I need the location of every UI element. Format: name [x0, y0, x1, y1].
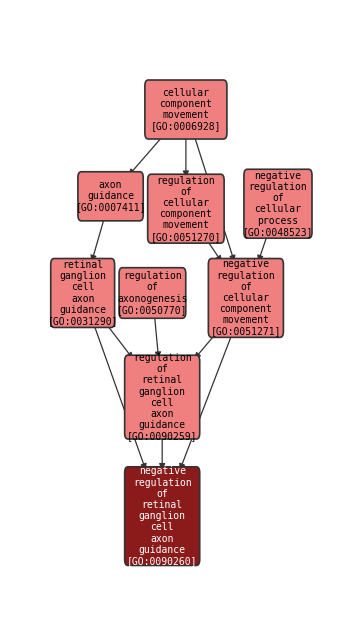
FancyBboxPatch shape — [125, 355, 200, 439]
FancyBboxPatch shape — [208, 258, 283, 337]
Text: retinal
ganglion
cell
axon
guidance
[GO:0031290]: retinal ganglion cell axon guidance [GO:… — [48, 260, 118, 326]
Text: axon
guidance
[GO:0007411]: axon guidance [GO:0007411] — [75, 180, 146, 213]
FancyBboxPatch shape — [125, 467, 200, 565]
Text: regulation
of
axonogenesis
[GO:0050770]: regulation of axonogenesis [GO:0050770] — [117, 271, 188, 315]
FancyBboxPatch shape — [244, 169, 312, 238]
Text: negative
regulation
of
cellular
process
[GO:0048523]: negative regulation of cellular process … — [243, 171, 313, 237]
Text: cellular
component
movement
[GO:0006928]: cellular component movement [GO:0006928] — [150, 88, 221, 131]
FancyBboxPatch shape — [51, 258, 114, 327]
FancyBboxPatch shape — [145, 80, 227, 139]
Text: regulation
of
cellular
component
movement
[GO:0051270]: regulation of cellular component movemen… — [150, 176, 221, 242]
FancyBboxPatch shape — [78, 172, 143, 221]
Text: negative
regulation
of
retinal
ganglion
cell
axon
guidance
[GO:0090260]: negative regulation of retinal ganglion … — [127, 466, 197, 566]
FancyBboxPatch shape — [148, 175, 224, 243]
Text: regulation
of
retinal
ganglion
cell
axon
guidance
[GO:0090259]: regulation of retinal ganglion cell axon… — [127, 353, 197, 441]
FancyBboxPatch shape — [119, 268, 186, 318]
Text: negative
regulation
of
cellular
component
movement
[GO:0051271]: negative regulation of cellular componen… — [211, 260, 281, 337]
